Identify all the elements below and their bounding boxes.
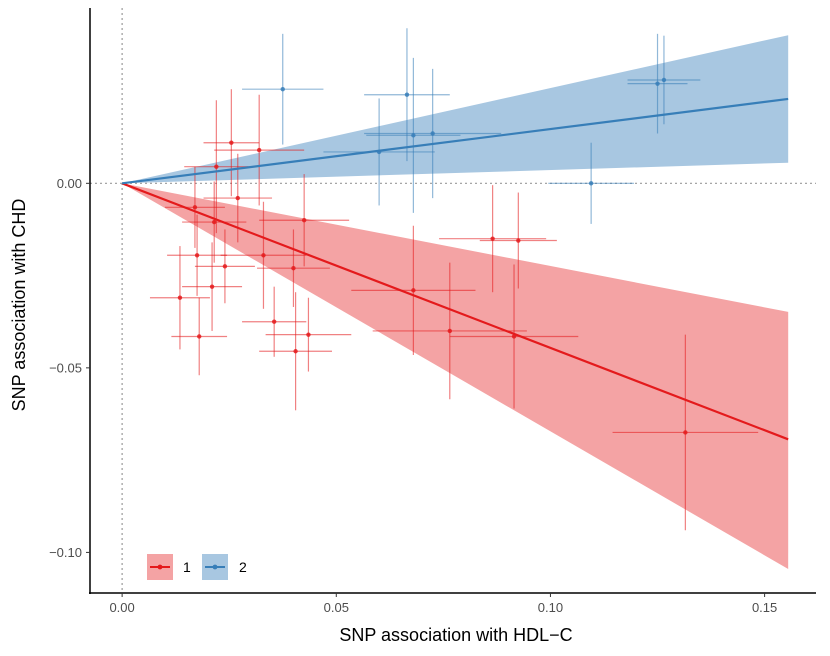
data-point-s1-9 bbox=[235, 195, 240, 201]
legend-key-1-point bbox=[157, 564, 163, 570]
y-axis-title: SNP association with CHD bbox=[9, 199, 29, 412]
legend-label-2: 2 bbox=[239, 559, 247, 575]
data-point-s2-6 bbox=[655, 81, 660, 86]
fit-line-1 bbox=[121, 182, 789, 441]
data-point-s1-6 bbox=[212, 219, 217, 225]
data-point-s2-5 bbox=[588, 181, 594, 186]
data-point-s1-8 bbox=[229, 140, 234, 145]
data-point-s1-3 bbox=[197, 334, 202, 339]
data-point-s1-21 bbox=[516, 238, 521, 243]
x-tick-label-0: 0.00 bbox=[109, 600, 134, 615]
data-point-s1-1 bbox=[192, 205, 198, 210]
data-point-s2-4 bbox=[430, 131, 435, 136]
reference-lines bbox=[90, 8, 816, 593]
data-point-s1-4 bbox=[209, 284, 215, 289]
data-point-s2-2 bbox=[404, 92, 410, 97]
tick-labels: 0.00 0.05 0.10 0.15 0.00 −0.05 −0.10 bbox=[49, 176, 777, 615]
data-point-s1-13 bbox=[291, 266, 296, 271]
fit-line-2 bbox=[121, 97, 789, 185]
data-point-s1-14 bbox=[293, 349, 298, 354]
legend: 1 2 bbox=[147, 554, 247, 580]
data-points bbox=[177, 77, 688, 435]
data-point-s1-16 bbox=[306, 332, 311, 337]
y-tick-label-2: −0.10 bbox=[49, 545, 82, 560]
confidence-band-2 bbox=[122, 35, 789, 184]
axes bbox=[86, 8, 816, 597]
data-point-s1-0 bbox=[177, 295, 183, 300]
data-point-s1-15 bbox=[301, 218, 307, 223]
confidence-band-1 bbox=[122, 183, 789, 570]
data-point-s1-2 bbox=[194, 253, 200, 258]
data-point-s1-19 bbox=[490, 236, 495, 241]
data-point-s1-10 bbox=[256, 147, 262, 153]
data-point-s1-22 bbox=[683, 430, 688, 435]
confidence-bands bbox=[122, 35, 789, 570]
fit-lines bbox=[121, 97, 789, 441]
x-tick-label-1: 0.05 bbox=[324, 600, 349, 615]
data-point-s1-7 bbox=[222, 264, 228, 269]
legend-key-2-point bbox=[212, 564, 218, 570]
data-point-s1-12 bbox=[271, 319, 277, 324]
legend-label-1: 1 bbox=[183, 559, 191, 575]
data-point-s2-3 bbox=[411, 133, 416, 138]
y-tick-label-0: 0.00 bbox=[57, 176, 82, 191]
data-point-s1-18 bbox=[447, 328, 452, 334]
data-point-s1-11 bbox=[261, 253, 266, 258]
data-point-s1-5 bbox=[214, 164, 219, 169]
data-point-s1-20 bbox=[511, 334, 517, 339]
x-tick-label-3: 0.15 bbox=[752, 600, 777, 615]
data-point-s1-17 bbox=[411, 288, 416, 293]
y-tick-label-1: −0.05 bbox=[49, 360, 82, 375]
x-tick-label-2: 0.10 bbox=[538, 600, 563, 615]
data-point-s2-7 bbox=[661, 77, 667, 83]
x-axis-title: SNP association with HDL−C bbox=[339, 625, 572, 645]
data-point-s2-0 bbox=[280, 86, 285, 92]
data-point-s2-1 bbox=[376, 149, 382, 155]
